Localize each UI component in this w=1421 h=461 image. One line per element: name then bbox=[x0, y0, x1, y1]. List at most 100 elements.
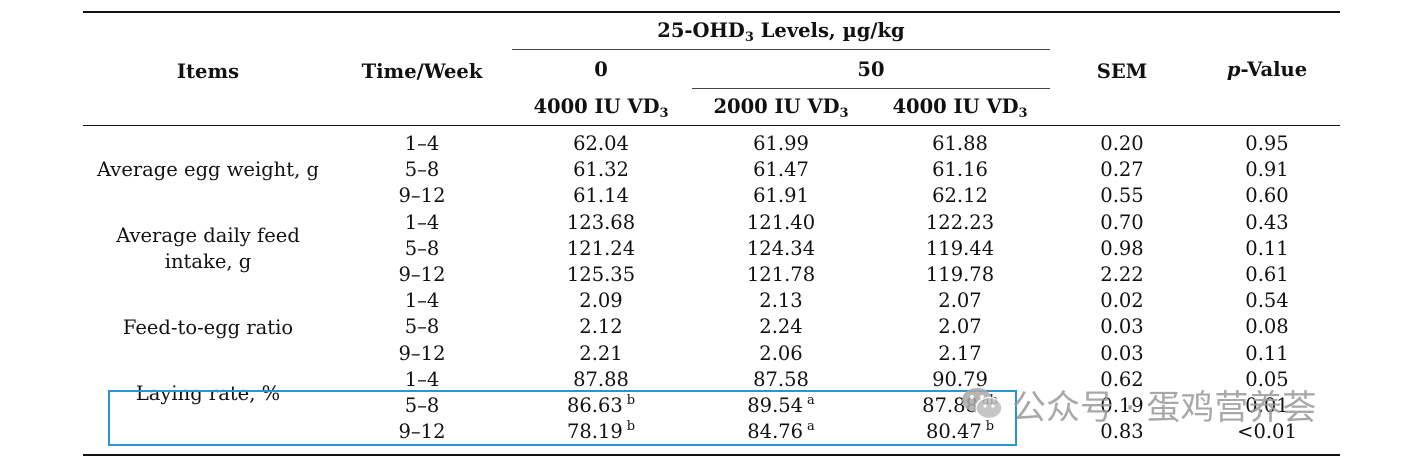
cell-value-value: 122.23 bbox=[925, 210, 995, 234]
cell-p-value: 0.54 bbox=[1245, 289, 1289, 313]
cell-value-value: 121.40 bbox=[746, 210, 816, 234]
cell-sem: 0.02 bbox=[1100, 290, 1143, 312]
cell-value: 87.88 bbox=[573, 367, 629, 391]
cell-p-value: 0.95 bbox=[1245, 132, 1289, 155]
cell-value-value: 125.35 bbox=[566, 263, 636, 286]
cell-p: 0.60 bbox=[1245, 185, 1288, 207]
cell-time-value: 9–12 bbox=[398, 420, 446, 444]
cell-value-superscript: b bbox=[985, 419, 995, 435]
cell-value-value: 62.12 bbox=[932, 184, 988, 208]
cell-p: 0.91 bbox=[1245, 159, 1288, 181]
cell-value-value: 119.78 bbox=[925, 263, 995, 286]
row-group-label: Average daily feed intake, g bbox=[116, 223, 300, 273]
cell-value-value: 87.88 bbox=[573, 367, 629, 391]
cell-value: 2.21 bbox=[579, 342, 622, 365]
cell-sem: 0.83 bbox=[1100, 421, 1143, 443]
cell-value-value: 2.12 bbox=[579, 315, 623, 339]
cell-time: 1–4 bbox=[405, 133, 440, 155]
cell-sem-value: 0.83 bbox=[1100, 420, 1144, 444]
header-bottom-rule bbox=[83, 125, 1340, 126]
cell-value: 2.09 bbox=[579, 290, 622, 312]
cell-value-value: 89.54 bbox=[747, 394, 804, 417]
cell-value-value: 2.09 bbox=[579, 289, 623, 313]
cell-sem-value: 0.70 bbox=[1100, 210, 1144, 234]
cell-p: 0.05 bbox=[1245, 368, 1288, 391]
header-p-italic: p bbox=[1226, 58, 1241, 81]
cell-p-value: <0.01 bbox=[1237, 420, 1297, 444]
cell-value: 2.17 bbox=[938, 342, 981, 365]
cell-value: 61.88 bbox=[932, 133, 988, 155]
cell-p: 0.43 bbox=[1245, 210, 1289, 234]
cell-p: 0.11 bbox=[1245, 341, 1289, 365]
cell-value-value: 123.68 bbox=[566, 210, 636, 234]
header-sem: SEM bbox=[1096, 60, 1148, 83]
cell-value: 87.58 bbox=[753, 368, 809, 391]
cell-p-value: 0.11 bbox=[1245, 341, 1289, 365]
header-vd-1-sub: 3 bbox=[659, 106, 669, 121]
cell-value-value: 2.07 bbox=[938, 289, 982, 313]
cell-p: 0.54 bbox=[1245, 290, 1288, 312]
cell-sem-value: 0.02 bbox=[1100, 289, 1144, 313]
cell-time: 5–8 bbox=[405, 316, 440, 338]
cell-sem-value: 0.55 bbox=[1100, 184, 1144, 208]
cell-time: 9–12 bbox=[399, 342, 446, 365]
cell-value: 80.47 b bbox=[926, 419, 995, 446]
cell-value: 123.68 bbox=[566, 210, 636, 234]
cell-sem: 0.70 bbox=[1100, 210, 1144, 234]
header-vd-2-main: 2000 IU VD bbox=[713, 95, 840, 118]
cell-value: 119.78 bbox=[926, 264, 994, 286]
cell-p-value: 0.91 bbox=[1245, 158, 1289, 182]
cell-value-value: 62.04 bbox=[573, 132, 629, 155]
cell-value: 119.44 bbox=[926, 237, 994, 260]
cell-value: 61.14 bbox=[573, 185, 629, 207]
cell-value: 89.54 a bbox=[747, 393, 815, 420]
cell-p-value: 0.60 bbox=[1245, 184, 1289, 208]
cell-value: 86.63 b bbox=[567, 393, 635, 420]
header-levels-rest: Levels, µg/kg bbox=[753, 19, 905, 42]
cell-value-value: 124.34 bbox=[746, 236, 816, 260]
cell-time: 5–8 bbox=[404, 236, 440, 260]
cell-sem: 0.62 bbox=[1100, 367, 1144, 391]
header-vd-3: 4000 IU VD3 bbox=[892, 96, 1027, 122]
cell-value-superscript: a bbox=[806, 419, 815, 435]
header-levels-main: 25-OHD bbox=[657, 19, 745, 42]
cell-value: 61.32 bbox=[573, 159, 629, 181]
cell-value-value: 2.06 bbox=[759, 341, 803, 365]
cell-value: 2.07 bbox=[938, 316, 981, 338]
cell-value: 78.19 b bbox=[567, 419, 636, 446]
cell-sem: 0.98 bbox=[1100, 237, 1143, 260]
header-levels: 25-OHD3 Levels, µg/kg bbox=[657, 19, 905, 46]
cell-time-value: 1–4 bbox=[404, 210, 440, 234]
cell-sem: 2.22 bbox=[1100, 264, 1143, 286]
watermark-text: 公众号 · 蛋鸡营养荟 bbox=[1012, 387, 1317, 428]
bottom-rule bbox=[83, 454, 1340, 456]
cell-value-value: 2.07 bbox=[938, 315, 982, 339]
cell-value: 61.47 bbox=[753, 159, 809, 181]
cell-p-value: 0.43 bbox=[1245, 210, 1289, 234]
cell-value-value: 61.32 bbox=[573, 158, 629, 182]
cell-value: 90.79 bbox=[932, 368, 988, 391]
cell-value: 2.13 bbox=[759, 290, 802, 312]
header-vd-1: 4000 IU VD3 bbox=[533, 96, 669, 122]
cell-time: 9–12 bbox=[399, 264, 446, 286]
header-level-50: 50 bbox=[857, 58, 885, 81]
cell-value-superscript: b bbox=[626, 419, 636, 435]
header-levels-sub: 3 bbox=[744, 30, 754, 45]
cell-p: 0.61 bbox=[1245, 264, 1288, 286]
cell-time: 9–12 bbox=[399, 185, 446, 207]
cell-value: 62.12 bbox=[932, 185, 988, 207]
cell-value-value: 61.16 bbox=[932, 158, 988, 182]
cell-time-value: 5–8 bbox=[404, 158, 440, 182]
cell-sem-value: 0.62 bbox=[1100, 367, 1144, 391]
cell-p: 0.08 bbox=[1245, 316, 1288, 338]
cell-value-value: 61.91 bbox=[753, 184, 809, 208]
cell-sem-value: 0.03 bbox=[1100, 341, 1144, 365]
cell-time-value: 5–8 bbox=[404, 236, 440, 260]
cell-value: 62.04 bbox=[573, 133, 629, 155]
cell-sem-value: 2.22 bbox=[1100, 263, 1144, 286]
cell-value-value: 2.24 bbox=[759, 315, 803, 339]
cell-time-value: 1–4 bbox=[404, 132, 440, 155]
cell-time: 1–4 bbox=[405, 368, 440, 391]
cell-p: 0.95 bbox=[1245, 133, 1288, 155]
